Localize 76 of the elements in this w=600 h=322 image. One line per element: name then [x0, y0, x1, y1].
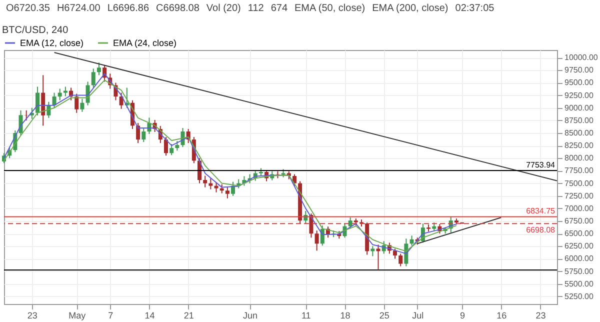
- text: EMA (200, close): [372, 3, 448, 14]
- candlestick: [398, 253, 403, 267]
- x-tick-label: 18: [340, 310, 350, 320]
- y-tick-label: 5500.00: [564, 279, 594, 288]
- y-tick-label: 7000.00: [564, 204, 594, 213]
- candlestick: [74, 93, 79, 114]
- legend-label: EMA (24, close): [113, 38, 177, 48]
- x-tick-label: 23: [27, 310, 38, 320]
- candlestick: [214, 182, 218, 193]
- candlestick: [376, 244, 380, 270]
- y-tick-label: 9750.00: [564, 66, 594, 75]
- candlestick: [175, 140, 180, 152]
- candlestick: [24, 110, 28, 121]
- candlestick: [164, 136, 168, 156]
- y-tick-label: 8750.00: [564, 116, 594, 125]
- candlestick: [58, 88, 62, 101]
- x-tick-label: 11: [301, 310, 311, 320]
- candlestick: [41, 74, 46, 126]
- candlestick: [170, 144, 174, 156]
- y-tick-label: 7500.00: [564, 178, 594, 188]
- y-tick-label: 10000.00: [564, 53, 598, 62]
- text: EMA (50, close): [294, 3, 366, 14]
- candlestick: [410, 235, 414, 246]
- candlestick: [136, 122, 140, 144]
- candlestick: [208, 178, 213, 190]
- y-tick-label: 5250.00: [564, 292, 594, 301]
- x-tick-label: 14: [144, 310, 155, 320]
- y-tick-label: 6500.00: [564, 229, 594, 238]
- y-tick-label: 6750.00: [564, 216, 594, 226]
- x-tick-label: 21: [184, 310, 194, 320]
- candlestick: [80, 98, 84, 112]
- x-tick-label: May: [68, 310, 86, 320]
- text: O6720.35: [6, 3, 50, 14]
- legend-label: EMA (12, close): [20, 38, 84, 48]
- y-tick-label: 6000.00: [564, 254, 594, 264]
- x-tick-label: 7: [108, 310, 114, 320]
- chart-title: BTC/USD, 240: [2, 25, 69, 36]
- ref-line-label: 6834.75: [526, 206, 556, 216]
- text: C6698.08: [156, 3, 200, 14]
- text: L6696.86: [107, 3, 150, 14]
- x-tick-label: 23: [536, 310, 546, 320]
- candlestick: [96, 62, 101, 76]
- ref-line-label: 7753.94: [526, 160, 556, 170]
- x-tick-label: Jul: [412, 310, 424, 320]
- text: 02:37:05: [455, 3, 494, 14]
- y-tick-label: 9500.00: [564, 78, 594, 88]
- y-tick-label: 7750.00: [564, 166, 594, 176]
- y-tick-label: 8000.00: [564, 154, 594, 163]
- candlestick: [370, 246, 375, 257]
- text: 674: [270, 3, 288, 14]
- candlestick: [225, 186, 230, 199]
- text: H6724.00: [56, 3, 100, 14]
- text: 112: [248, 3, 264, 14]
- y-tick-label: 5750.00: [564, 266, 594, 276]
- x-tick-label: 25: [379, 310, 390, 320]
- y-tick-label: 6250.00: [564, 242, 594, 251]
- x-tick-label: Jun: [243, 310, 258, 320]
- ref-line-label: 6698.08: [526, 226, 556, 235]
- candlestick: [393, 248, 398, 260]
- y-tick-label: 8250.00: [564, 141, 594, 150]
- candlestick: [52, 92, 56, 108]
- candlestick: [119, 92, 124, 110]
- y-tick-label: 9000.00: [564, 103, 594, 112]
- x-tick-label: 9: [460, 310, 466, 320]
- candlestick: [142, 127, 146, 143]
- y-tick-label: 9250.00: [564, 90, 594, 100]
- candlestick: [18, 110, 23, 136]
- candlestick: [314, 230, 319, 252]
- candlestick: [63, 86, 68, 97]
- text: Vol (20): [206, 3, 241, 14]
- candlestick: [203, 175, 208, 188]
- candlestick: [91, 68, 96, 88]
- candlestick: [36, 86, 40, 116]
- y-tick-label: 7250.00: [564, 191, 594, 200]
- x-tick-label: 16: [496, 310, 507, 320]
- y-tick-label: 8500.00: [564, 128, 594, 138]
